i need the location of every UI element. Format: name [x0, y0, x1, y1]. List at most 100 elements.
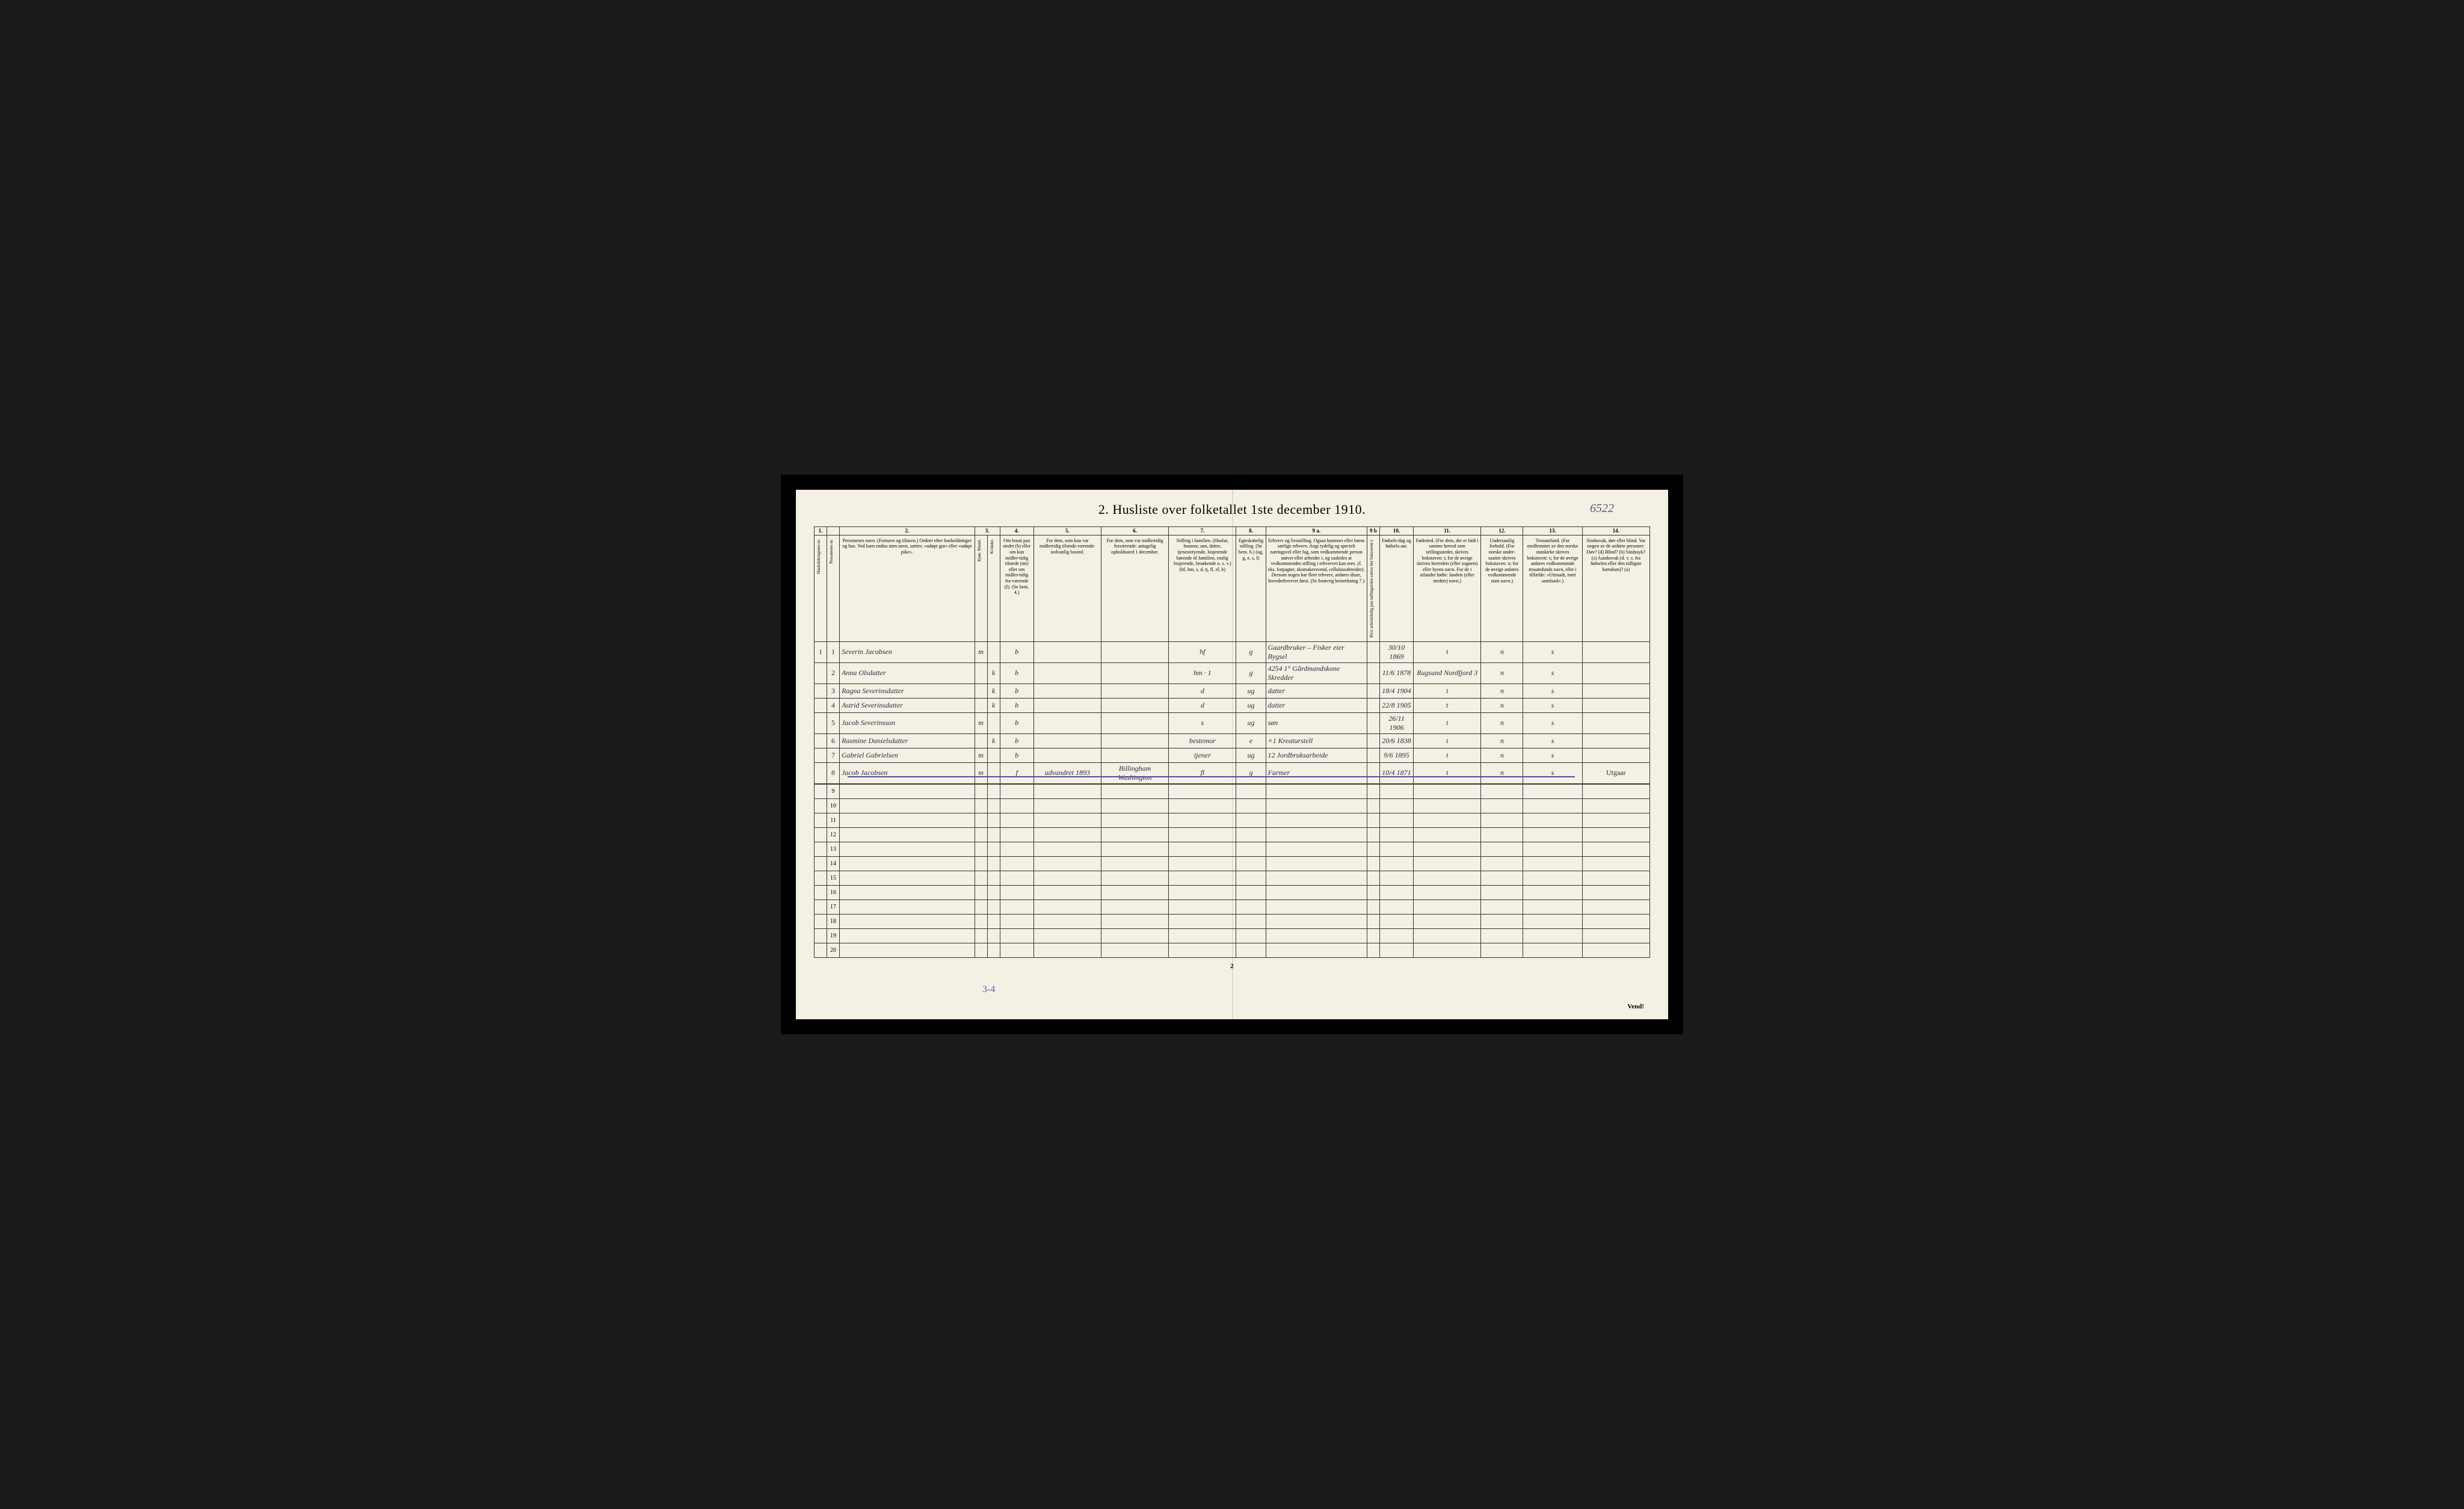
empty-cell [815, 813, 827, 827]
empty-cell [1481, 856, 1523, 871]
cell-hnum [815, 698, 827, 712]
cell-col9b [1367, 641, 1379, 662]
cell-tros: s [1523, 641, 1582, 662]
cell-col9b [1367, 733, 1379, 748]
cell-fodested: t [1414, 733, 1481, 748]
cell-m [975, 698, 987, 712]
empty-cell [1266, 813, 1367, 827]
empty-cell [1379, 827, 1413, 842]
cell-egte: g [1236, 662, 1266, 684]
hdr-egte: Egteskabelig stilling. (Se bem. 6.) (ug,… [1236, 535, 1266, 641]
cell-col5 [1033, 698, 1101, 712]
empty-cell [1033, 813, 1101, 827]
cell-pnum: 3 [827, 684, 840, 698]
colnum-2: 2. [840, 527, 975, 535]
cell-navn: Jacob Severinsson [840, 712, 975, 733]
empty-cell [1266, 871, 1367, 885]
cell-stilling: fl [1169, 762, 1236, 783]
cell-col5 [1033, 641, 1101, 662]
hdr-kvinder: Kvinder. [987, 535, 1000, 641]
empty-cell [975, 827, 987, 842]
empty-cell [1000, 928, 1033, 943]
cell-erhverv: Farmer [1266, 762, 1367, 783]
colnum-9a: 9 a. [1266, 527, 1367, 535]
cell-egte: ug [1236, 748, 1266, 762]
empty-cell [1523, 943, 1582, 957]
empty-cell [1169, 856, 1236, 871]
cell-stilling: s [1169, 712, 1236, 733]
empty-cell [1000, 798, 1033, 813]
cell-erhverv: søn [1266, 712, 1367, 733]
cell-col9b [1367, 712, 1379, 733]
cell-m: m [975, 762, 987, 783]
empty-cell [1414, 842, 1481, 856]
empty-cell [987, 914, 1000, 928]
cell-erhverv: 4254 1° Gårdmandskone Skredder [1266, 662, 1367, 684]
cell-col14 [1582, 641, 1649, 662]
empty-cell [1000, 885, 1033, 900]
cell-col9b [1367, 698, 1379, 712]
empty-cell [1582, 928, 1649, 943]
cell-hnum [815, 762, 827, 783]
cell-bosat: f [1000, 762, 1033, 783]
cell-stilling: bestemor [1169, 733, 1236, 748]
bottom-annotation: 3-4 [982, 984, 995, 995]
empty-cell [975, 928, 987, 943]
table-row-empty: 15 [815, 871, 1650, 885]
cell-k [987, 748, 1000, 762]
cell-col14 [1582, 662, 1649, 684]
empty-cell [1481, 928, 1523, 943]
empty-cell [815, 871, 827, 885]
cell-navn: Jacob Jacobsen [840, 762, 975, 783]
cell-unders: n [1481, 662, 1523, 684]
cell-stilling: hm · 1 [1169, 662, 1236, 684]
empty-cell [1481, 827, 1523, 842]
cell-stilling: d [1169, 684, 1236, 698]
page-wrapper: 2. Husliste over folketallet 1ste decemb… [781, 475, 1683, 1034]
empty-cell [1582, 856, 1649, 871]
cell-col6 [1101, 662, 1168, 684]
cell-egte: g [1236, 762, 1266, 783]
cell-hnum [815, 712, 827, 733]
empty-cell [815, 784, 827, 798]
cell-unders: n [1481, 712, 1523, 733]
empty-cell [1266, 856, 1367, 871]
colnum-1b [827, 527, 840, 535]
empty-cell [1379, 842, 1413, 856]
empty-cell [1033, 798, 1101, 813]
hdr-tros: Trosamfund. (For medlemmer av den norske… [1523, 535, 1582, 641]
empty-cell [1033, 871, 1101, 885]
census-page: 2. Husliste over folketallet 1ste decemb… [796, 490, 1668, 1019]
cell-col6 [1101, 748, 1168, 762]
cell-pnum: 4 [827, 698, 840, 712]
cell-pnum: 7 [827, 748, 840, 762]
empty-cell [1367, 798, 1379, 813]
table-row-empty: 17 [815, 900, 1650, 914]
colnum-7: 7. [1169, 527, 1236, 535]
cell-stilling: hf [1169, 641, 1236, 662]
empty-cell [1266, 842, 1367, 856]
empty-cell [1523, 914, 1582, 928]
empty-cell: 16 [827, 885, 840, 900]
cell-bosat: b [1000, 712, 1033, 733]
empty-cell [840, 827, 975, 842]
empty-cell [1379, 885, 1413, 900]
cell-pnum: 1 [827, 641, 840, 662]
cell-fodsel: 18/4 1904 [1379, 684, 1413, 698]
empty-cell [1414, 856, 1481, 871]
empty-cell [1367, 784, 1379, 798]
empty-cell [1379, 856, 1413, 871]
empty-cell [815, 798, 827, 813]
cell-fodested: t [1414, 641, 1481, 662]
empty-cell [1582, 784, 1649, 798]
header-description-row: Husholdningenes nr. Personenes nr. Perso… [815, 535, 1650, 641]
page-title: 2. Husliste over folketallet 1ste decemb… [1098, 502, 1366, 517]
colnum-10: 10. [1379, 527, 1413, 535]
cell-bosat: b [1000, 662, 1033, 684]
cell-col6 [1101, 733, 1168, 748]
empty-cell [1367, 871, 1379, 885]
empty-cell: 13 [827, 842, 840, 856]
empty-cell [1169, 885, 1236, 900]
cell-col5 [1033, 733, 1101, 748]
empty-cell [1523, 900, 1582, 914]
